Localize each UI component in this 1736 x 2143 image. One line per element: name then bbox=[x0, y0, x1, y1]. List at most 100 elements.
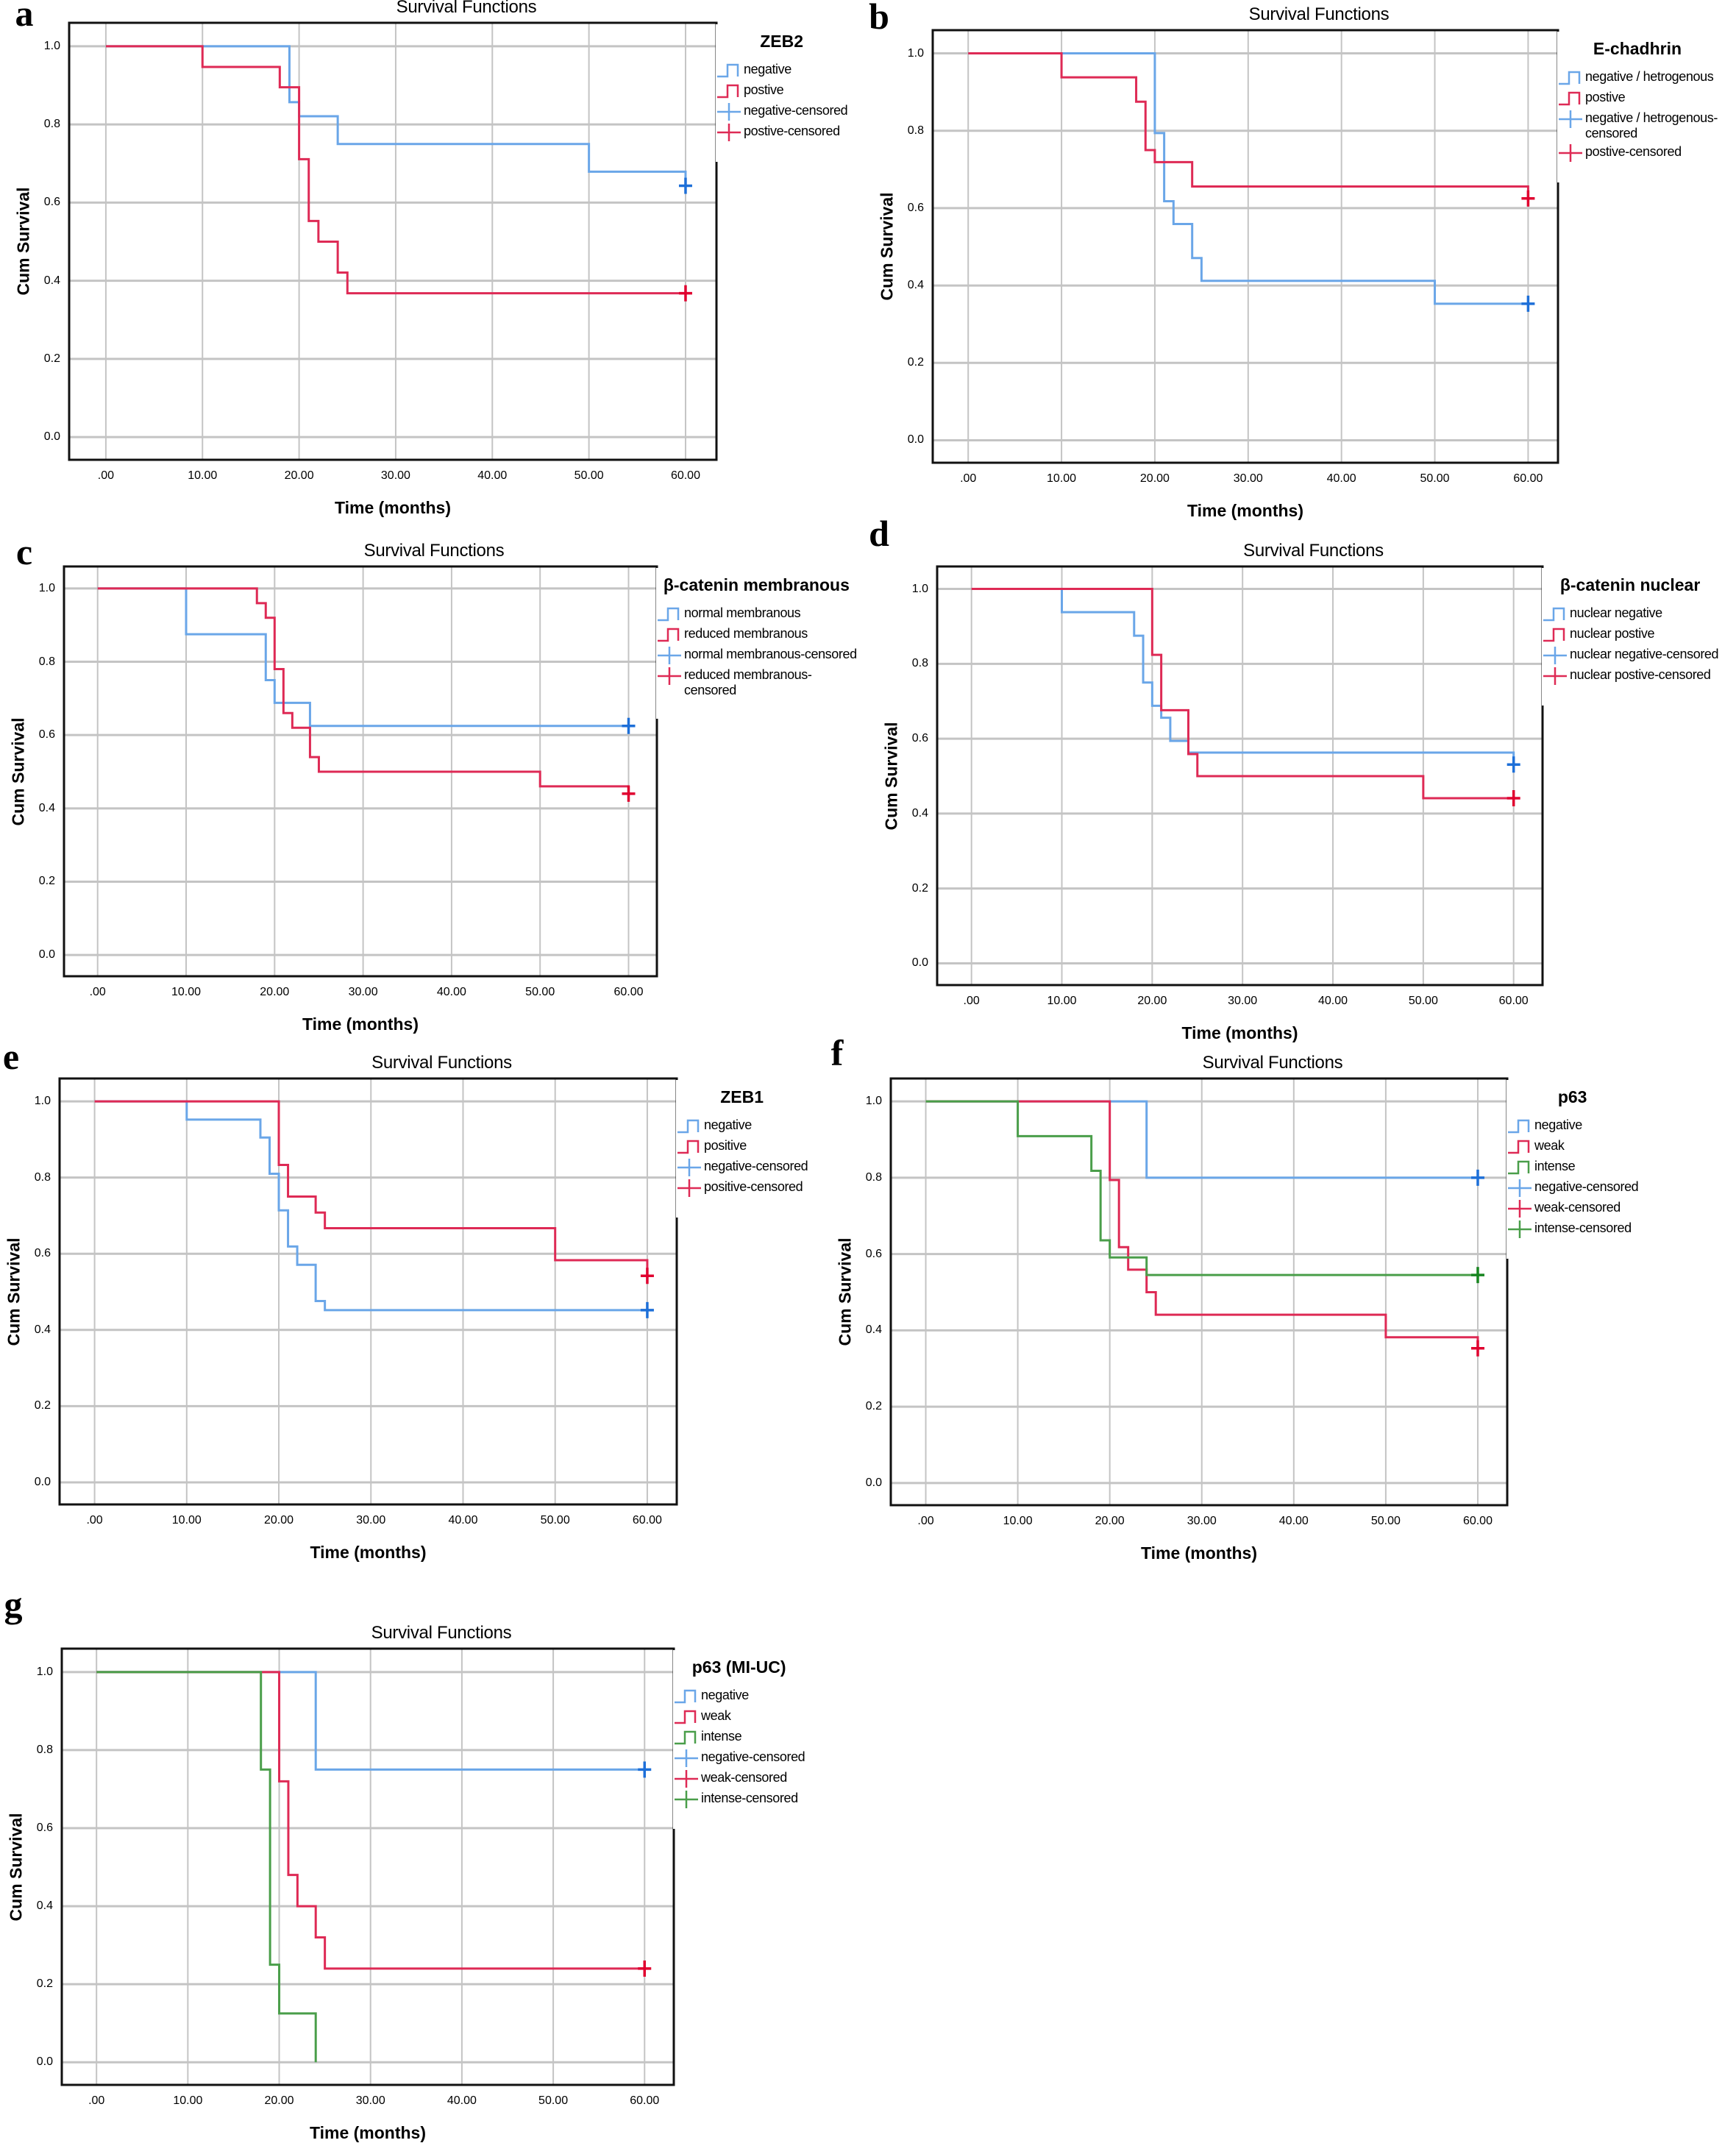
y-tick-label: 0.2 bbox=[38, 875, 55, 888]
censor-plus-icon bbox=[1559, 144, 1582, 162]
step-line-icon bbox=[1543, 607, 1565, 622]
x-tick-label: 40.00 bbox=[1278, 1515, 1309, 1527]
legend-label: positive bbox=[704, 1138, 747, 1153]
legend-label: negative bbox=[744, 62, 791, 77]
censor-mark bbox=[638, 1761, 652, 1778]
censor-mark bbox=[640, 1268, 654, 1284]
chart-title: Survival Functions bbox=[396, 0, 537, 17]
censor-plus-icon bbox=[717, 103, 741, 121]
legend: E-chadhrin negative / hetrogenous postive n… bbox=[1557, 32, 1721, 182]
x-tick-label: 50.00 bbox=[1370, 1515, 1401, 1527]
legend-item: postive-censored bbox=[716, 124, 847, 141]
legend-item: nuclear negative bbox=[1542, 605, 1718, 623]
legend: β-catenin membranous normal membranous red… bbox=[656, 568, 860, 719]
x-tick-label: 10.00 bbox=[171, 1514, 202, 1527]
legend-title: β-catenin nuclear bbox=[1559, 575, 1701, 594]
survival-curve-negative bbox=[105, 45, 687, 186]
legend-label: reduced membranous- censored bbox=[684, 667, 812, 697]
x-tick-label: 10.00 bbox=[171, 986, 202, 998]
x-tick-label: 30.00 bbox=[380, 469, 410, 482]
plot-border bbox=[931, 29, 1559, 464]
plot-area bbox=[931, 29, 1559, 464]
x-tick-label: 40.00 bbox=[436, 986, 466, 998]
y-tick-label: 0.0 bbox=[911, 956, 928, 970]
legend-label: normal membranous bbox=[684, 605, 801, 620]
legend: p63 negative weak intense negative-censored w… bbox=[1506, 1080, 1642, 1259]
survival-curve-positive bbox=[94, 1100, 649, 1276]
y-axis-label: Cum Survival bbox=[13, 187, 33, 296]
step-line-icon bbox=[717, 63, 739, 78]
survival-curve-normal-membranous bbox=[97, 587, 629, 728]
legend-item: reduced membranous- censored bbox=[656, 667, 857, 698]
survival-curve-intense bbox=[96, 1671, 317, 2063]
step-line-icon bbox=[675, 1730, 697, 1745]
step-line-icon bbox=[1559, 91, 1581, 106]
x-tick-label: .00 bbox=[88, 2094, 105, 2107]
x-tick-label: 60.00 bbox=[1462, 1515, 1493, 1527]
step-line-icon bbox=[675, 1689, 697, 1704]
x-tick-label: 50.00 bbox=[525, 986, 555, 998]
x-axis-label: Time (months) bbox=[334, 498, 452, 517]
plot-area bbox=[889, 1077, 1509, 1507]
x-axis-label: Time (months) bbox=[1187, 501, 1304, 520]
legend-item: normal membranous bbox=[656, 605, 857, 623]
y-tick-label: 0.4 bbox=[911, 806, 928, 820]
censor-mark bbox=[1470, 1169, 1484, 1186]
censor-mark bbox=[640, 1301, 654, 1318]
legend-label: postive bbox=[744, 82, 784, 97]
y-tick-label: 0.6 bbox=[38, 728, 55, 742]
chart-title: Survival Functions bbox=[371, 1623, 512, 1643]
plot-area bbox=[60, 1647, 675, 2086]
panel-letter: c bbox=[15, 531, 33, 572]
x-tick-label: 50.00 bbox=[1408, 995, 1438, 1007]
survival-curve-postive bbox=[968, 52, 1529, 199]
censor-mark bbox=[1521, 295, 1535, 312]
x-tick-label: 10.00 bbox=[188, 469, 218, 482]
legend-label: negative bbox=[704, 1117, 752, 1132]
censor-mark bbox=[622, 717, 636, 734]
legend-item: negative-censored bbox=[1506, 1179, 1639, 1197]
legend-item: postive bbox=[716, 82, 847, 100]
step-line-icon bbox=[658, 607, 680, 622]
x-axis-label: Time (months) bbox=[302, 1014, 419, 1034]
y-tick-label: 0.8 bbox=[38, 655, 55, 668]
x-tick-label: .00 bbox=[917, 1515, 934, 1527]
x-tick-label: 50.00 bbox=[538, 2094, 569, 2107]
plot-border bbox=[936, 565, 1544, 987]
legend-label: intense-censored bbox=[1534, 1220, 1632, 1235]
y-tick-label: 0.4 bbox=[36, 1899, 53, 1913]
x-tick-label: 30.00 bbox=[355, 2094, 385, 2107]
legend-item: negative bbox=[1506, 1117, 1638, 1135]
y-tick-label: 0.8 bbox=[865, 1170, 882, 1184]
censor-mark bbox=[1506, 790, 1520, 807]
x-tick-label: .00 bbox=[963, 995, 980, 1007]
legend-item: nuclear postive-censored bbox=[1542, 667, 1718, 685]
x-tick-label: 20.00 bbox=[1137, 995, 1167, 1007]
survival-curve-postive bbox=[105, 45, 686, 295]
y-tick-label: 0.2 bbox=[36, 1977, 53, 1991]
y-tick-label: 0.2 bbox=[34, 1399, 51, 1412]
x-tick-label: 40.00 bbox=[447, 2094, 477, 2107]
y-tick-label: 0.4 bbox=[34, 1323, 51, 1336]
legend-item: nuclear postive bbox=[1542, 626, 1718, 644]
x-tick-label: 40.00 bbox=[1326, 472, 1356, 485]
y-tick-label: 0.4 bbox=[907, 279, 924, 292]
legend: p63 (MI-UC) negative weak intense negative-c… bbox=[673, 1650, 808, 1829]
y-tick-label: 0.0 bbox=[865, 1476, 882, 1489]
legend-title: p63 (MI-UC) bbox=[691, 1657, 786, 1677]
y-tick-label: 0.6 bbox=[43, 196, 60, 209]
y-tick-label: 1.0 bbox=[43, 39, 60, 52]
legend-label: negative bbox=[701, 1688, 749, 1702]
y-axis-label: Cum Survival bbox=[4, 1237, 24, 1346]
censor-plus-icon bbox=[675, 1791, 698, 1808]
censor-mark bbox=[1470, 1267, 1484, 1284]
x-tick-label: 60.00 bbox=[1498, 995, 1529, 1007]
y-axis-label: Cum Survival bbox=[6, 1813, 26, 1921]
chart-title: Survival Functions bbox=[1248, 4, 1390, 24]
y-tick-label: 0.8 bbox=[911, 657, 928, 670]
x-tick-label: 20.00 bbox=[1095, 1515, 1125, 1527]
legend-label: intense-censored bbox=[701, 1791, 798, 1805]
legend-item: negative bbox=[673, 1688, 805, 1705]
y-tick-label: 0.6 bbox=[36, 1821, 53, 1834]
x-tick-label: .00 bbox=[86, 1514, 103, 1527]
